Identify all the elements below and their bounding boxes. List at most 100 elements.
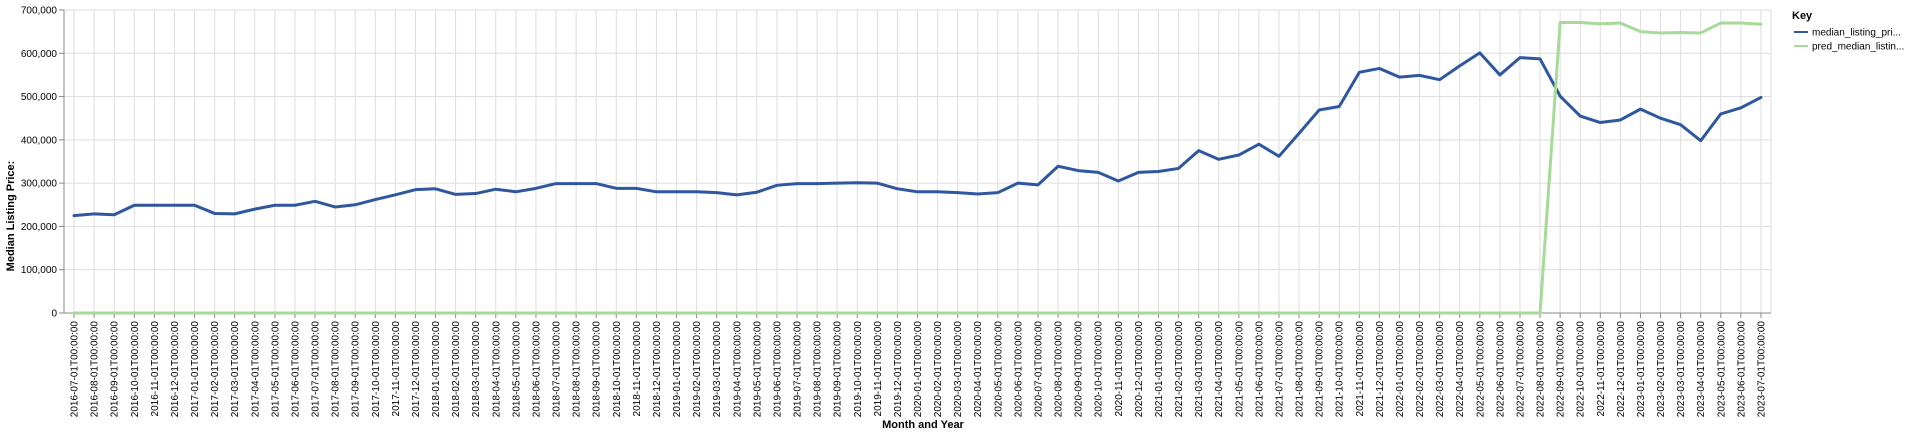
x-tick-label: 2019-07-01T00:00:00	[793, 321, 804, 418]
x-tick-label: 2022-08-01T00:00:00	[1536, 321, 1547, 418]
series-line-1	[72, 51, 1763, 218]
legend-label-1: median_listing_pri...	[1812, 28, 1901, 39]
x-tick-label: 2019-03-01T00:00:00	[712, 321, 723, 418]
x-tick-label: 2018-12-01T00:00:00	[652, 321, 663, 418]
y-tick-label: 100,000	[21, 265, 58, 276]
y-tick-label: 300,000	[21, 179, 58, 190]
legend-label-2: pred_median_listin...	[1812, 42, 1904, 53]
x-tick-label: 2021-01-01T00:00:00	[1154, 321, 1165, 418]
x-tick-label: 2017-12-01T00:00:00	[411, 321, 422, 418]
x-tick-label: 2016-08-01T00:00:00	[90, 321, 101, 418]
x-tick-label: 2020-07-01T00:00:00	[1033, 321, 1044, 418]
x-tick-label: 2020-12-01T00:00:00	[1134, 321, 1145, 418]
x-tick-label: 2018-03-01T00:00:00	[471, 321, 482, 418]
x-tick-label: 2022-04-01T00:00:00	[1455, 321, 1466, 418]
x-tick-label: 2023-04-01T00:00:00	[1696, 321, 1707, 418]
x-tick-label: 2018-08-01T00:00:00	[572, 321, 583, 418]
x-tick-label: 2019-06-01T00:00:00	[772, 321, 783, 418]
x-tick-label: 2017-05-01T00:00:00	[270, 321, 281, 418]
x-tick-label: 2017-07-01T00:00:00	[311, 321, 322, 418]
x-tick-label: 2021-02-01T00:00:00	[1174, 321, 1185, 418]
x-tick-label: 2020-05-01T00:00:00	[993, 321, 1004, 418]
x-tick-label: 2017-01-01T00:00:00	[190, 321, 201, 418]
x-tick-label: 2019-02-01T00:00:00	[692, 321, 703, 418]
y-tick-label: 0	[51, 309, 57, 320]
x-tick-label: 2021-12-01T00:00:00	[1375, 321, 1386, 418]
y-tick-label: 500,000	[21, 92, 58, 103]
x-tick-label: 2016-10-01T00:00:00	[130, 321, 141, 418]
x-tick-label: 2022-11-01T00:00:00	[1596, 321, 1607, 417]
x-axis: 2016-07-01T00:00:00 2016-08-01T00:00:00 20…	[64, 312, 1771, 418]
x-tick-label: 2020-11-01T00:00:00	[1114, 321, 1125, 417]
x-tick-label: 2018-06-01T00:00:00	[531, 321, 542, 418]
x-tick-label: 2022-05-01T00:00:00	[1475, 321, 1486, 418]
x-tick-label: 2019-08-01T00:00:00	[813, 321, 824, 418]
x-tick-label: 2022-01-01T00:00:00	[1395, 321, 1406, 418]
x-tick-label: 2017-10-01T00:00:00	[371, 321, 382, 418]
series-line-2	[72, 21, 1763, 315]
y-tick-label: 400,000	[21, 135, 58, 146]
x-tick-label: 2021-10-01T00:00:00	[1335, 321, 1346, 418]
x-tick-label: 2023-07-01T00:00:00	[1756, 321, 1767, 418]
x-tick-label: 2019-09-01T00:00:00	[833, 321, 844, 418]
x-tick-label: 2023-01-01T00:00:00	[1636, 321, 1647, 418]
y-axis: 0 100,000 200,000 300,000 400,000 500,000 600,…	[21, 6, 65, 320]
x-tick-label: 2022-02-01T00:00:00	[1415, 321, 1426, 418]
x-tick-label: 2019-12-01T00:00:00	[893, 321, 904, 418]
x-tick-label: 2017-04-01T00:00:00	[250, 321, 261, 418]
x-tick-label: 2021-05-01T00:00:00	[1234, 321, 1245, 418]
y-axis-title: Median Listing Price:	[5, 161, 17, 272]
legend-title: Key	[1792, 10, 1813, 22]
x-tick-label: 2021-03-01T00:00:00	[1194, 321, 1205, 418]
x-tick-label: 2022-10-01T00:00:00	[1576, 321, 1587, 418]
y-tick-label: 600,000	[21, 49, 58, 60]
x-tick-label: 2016-11-01T00:00:00	[150, 321, 161, 417]
x-tick-label: 2020-10-01T00:00:00	[1094, 321, 1105, 418]
x-tick-label: 2018-02-01T00:00:00	[451, 321, 462, 418]
x-tick-label: 2023-05-01T00:00:00	[1716, 321, 1727, 418]
x-tick-label: 2021-07-01T00:00:00	[1274, 321, 1285, 418]
y-tick-label: 200,000	[21, 222, 58, 233]
x-tick-label: 2021-11-01T00:00:00	[1355, 321, 1366, 417]
x-tick-label: 2022-12-01T00:00:00	[1616, 321, 1627, 418]
x-axis-title: Month and Year	[882, 419, 964, 431]
x-tick-label: 2019-01-01T00:00:00	[672, 321, 683, 418]
x-tick-label: 2018-01-01T00:00:00	[431, 321, 442, 418]
x-tick-label: 2023-06-01T00:00:00	[1736, 321, 1747, 418]
x-tick-label: 2019-04-01T00:00:00	[732, 321, 743, 418]
x-tick-label: 2017-09-01T00:00:00	[351, 321, 362, 418]
x-tick-label: 2021-09-01T00:00:00	[1315, 321, 1326, 418]
x-tick-label: 2017-06-01T00:00:00	[290, 321, 301, 418]
x-tick-label: 2018-05-01T00:00:00	[511, 321, 522, 418]
x-tick-label: 2017-02-01T00:00:00	[210, 321, 221, 418]
x-tick-label: 2018-04-01T00:00:00	[491, 321, 502, 418]
x-tick-label: 2017-03-01T00:00:00	[230, 321, 241, 418]
x-tick-label: 2022-09-01T00:00:00	[1556, 321, 1567, 418]
x-tick-label: 2019-11-01T00:00:00	[873, 321, 884, 417]
x-tick-label: 2016-07-01T00:00:00	[70, 321, 81, 418]
x-tick-label: 2021-06-01T00:00:00	[1254, 321, 1265, 418]
y-tick-label: 700,000	[21, 6, 58, 17]
x-tick-label: 2020-09-01T00:00:00	[1074, 321, 1085, 418]
x-tick-label: 2019-10-01T00:00:00	[853, 321, 864, 418]
series-lines	[72, 21, 1763, 315]
x-tick-label: 2021-04-01T00:00:00	[1214, 321, 1225, 418]
x-tick-label: 2018-10-01T00:00:00	[612, 321, 623, 418]
legend: Key median_listing_pri... pred_median_lis…	[1792, 10, 1904, 53]
x-tick-label: 2020-08-01T00:00:00	[1054, 321, 1065, 418]
x-tick-label: 2022-07-01T00:00:00	[1515, 321, 1526, 418]
x-tick-label: 2022-03-01T00:00:00	[1435, 321, 1446, 418]
x-tick-label: 2021-08-01T00:00:00	[1295, 321, 1306, 418]
x-tick-label: 2020-01-01T00:00:00	[913, 321, 924, 418]
x-tick-label: 2017-08-01T00:00:00	[331, 321, 342, 418]
x-tick-label: 2018-11-01T00:00:00	[632, 321, 643, 417]
x-tick-label: 2018-07-01T00:00:00	[552, 321, 563, 418]
x-tick-label: 2019-05-01T00:00:00	[752, 321, 763, 418]
x-tick-label: 2020-06-01T00:00:00	[1013, 321, 1024, 418]
gridlines	[64, 9, 1772, 314]
x-tick-label: 2020-04-01T00:00:00	[973, 321, 984, 418]
x-tick-label: 2020-03-01T00:00:00	[953, 321, 964, 418]
x-tick-label: 2022-06-01T00:00:00	[1495, 321, 1506, 418]
x-tick-label: 2018-09-01T00:00:00	[592, 321, 603, 418]
